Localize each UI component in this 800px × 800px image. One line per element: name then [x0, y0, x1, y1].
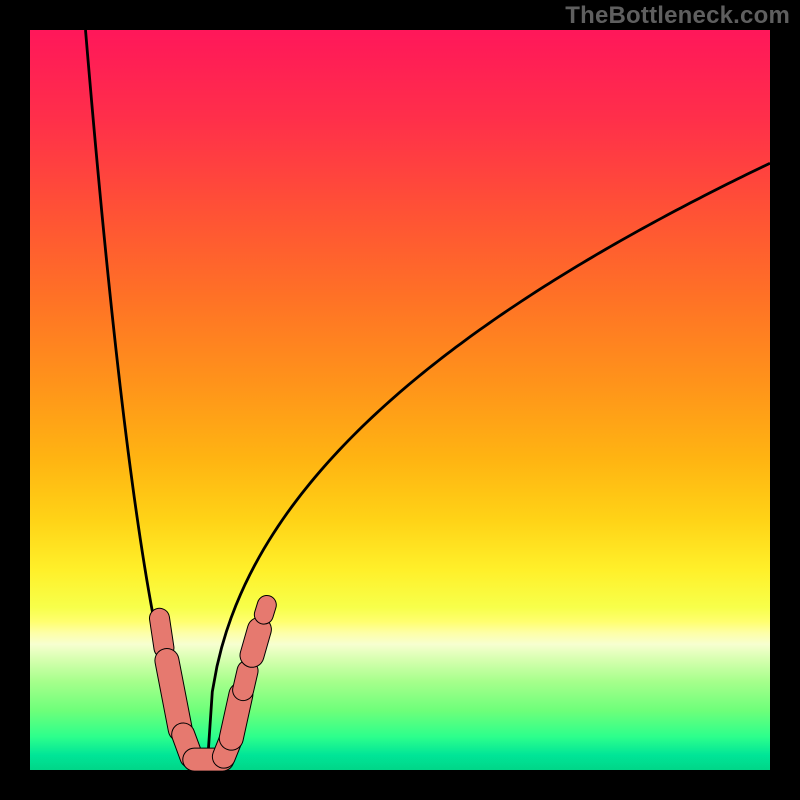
- chart-frame: TheBottleneck.com: [0, 0, 800, 800]
- marker-segment: [160, 618, 164, 648]
- marker-segment: [264, 605, 267, 615]
- marker-segment: [167, 660, 180, 729]
- plot-background: [30, 30, 770, 770]
- marker-segment: [231, 695, 241, 739]
- marker-segment: [252, 629, 259, 655]
- bottleneck-chart-svg: [0, 0, 800, 800]
- watermark-text: TheBottleneck.com: [565, 2, 790, 30]
- marker-segment: [243, 671, 247, 690]
